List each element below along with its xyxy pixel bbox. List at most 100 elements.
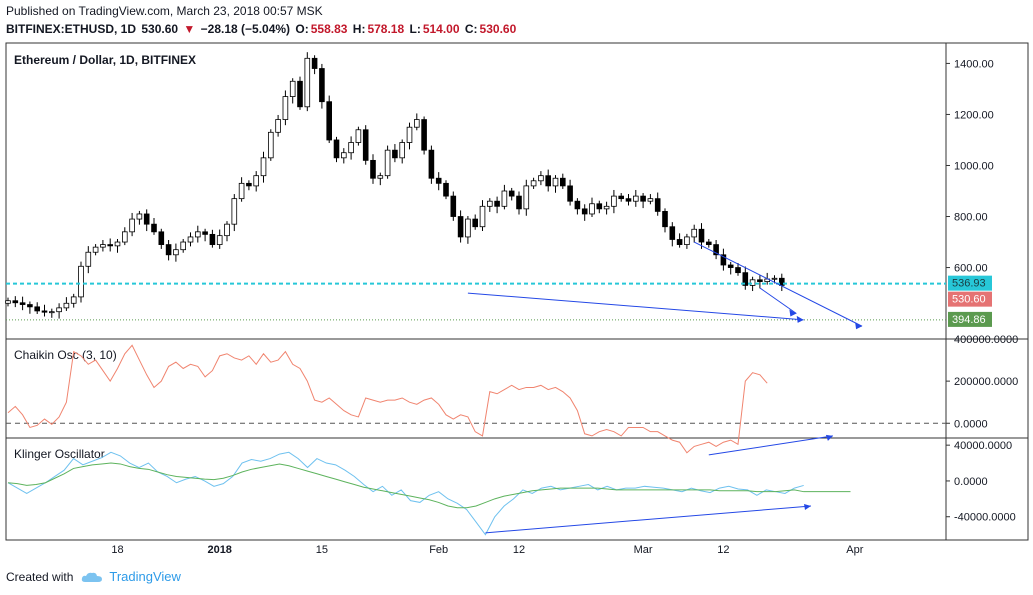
klinger-signal-line: [7, 462, 851, 509]
candle: [122, 231, 128, 243]
chart-frame: [5, 42, 1029, 541]
candle: [304, 57, 311, 108]
candle: [486, 200, 493, 207]
candle: [151, 223, 157, 233]
candle: [443, 182, 449, 197]
candle: [202, 231, 208, 235]
candle: [143, 213, 150, 225]
candle: [691, 228, 697, 238]
candle: [647, 198, 654, 202]
last-price-tag: [948, 291, 992, 307]
candle: [260, 157, 267, 177]
candle: [421, 119, 427, 151]
price-trendline: [693, 241, 863, 327]
support-level-label: 394.86: [952, 314, 986, 326]
support-level-tag: [948, 311, 992, 327]
candle: [633, 195, 639, 202]
candle: [706, 241, 712, 245]
candle: [85, 251, 92, 267]
candle: [757, 279, 763, 282]
candle: [362, 129, 369, 161]
candle: [326, 101, 332, 141]
y-tick-label: 1400.00: [954, 58, 994, 70]
candle: [523, 185, 530, 210]
chart-title: Ethereum / Dollar, 1D, BITFINEX: [14, 53, 196, 67]
klinger-trendline: [485, 505, 812, 534]
candle: [640, 195, 646, 202]
candle: [158, 231, 165, 245]
candle: [406, 126, 413, 143]
candle: [472, 218, 478, 228]
candle: [180, 241, 187, 251]
y-tick-label: 1000.00: [954, 160, 994, 172]
candle: [435, 177, 442, 184]
x-tick-label: 12: [717, 544, 729, 556]
candle: [19, 302, 26, 305]
low-value: 514.00: [422, 22, 460, 36]
candle: [12, 300, 19, 304]
candle: [457, 216, 464, 238]
candle: [392, 149, 398, 159]
ohlc-line: BITFINEX:ETHUSD, 1D 530.60 ▼ −28.18 (−5.…: [6, 22, 518, 36]
candle: [275, 119, 281, 133]
open-label: O:: [295, 22, 309, 36]
candle: [70, 296, 77, 304]
candle: [282, 96, 289, 120]
candle: [618, 195, 624, 200]
tradingview-link[interactable]: TradingView: [109, 569, 181, 584]
candle: [749, 279, 756, 286]
y-tick-label: 600.00: [954, 263, 988, 275]
candle: [676, 239, 683, 245]
candle: [654, 198, 661, 212]
x-tick-label: 18: [111, 544, 123, 556]
chaikin-line: [7, 344, 768, 454]
candle: [238, 182, 245, 200]
candle: [92, 246, 99, 253]
x-tick-label: 12: [513, 544, 525, 556]
candle: [574, 200, 581, 210]
candle: [297, 80, 303, 108]
candle: [567, 185, 573, 202]
candle: [603, 205, 610, 210]
candle: [465, 218, 471, 238]
arrowhead-icon: [825, 434, 833, 441]
candle: [289, 80, 296, 97]
change-value: −28.18 (−5.04%): [200, 22, 291, 36]
candle: [530, 180, 537, 187]
candle: [114, 241, 121, 247]
arrowhead-icon: [789, 309, 797, 317]
candle: [136, 213, 143, 220]
arrowhead-icon: [804, 504, 811, 510]
candle: [253, 175, 260, 187]
candle: [413, 119, 420, 128]
candle: [538, 175, 544, 182]
candle: [107, 244, 114, 247]
candle: [355, 129, 362, 143]
candle: [611, 195, 617, 207]
candle: [194, 231, 201, 238]
candle: [311, 57, 318, 69]
close-value: 530.60: [479, 22, 517, 36]
candle: [377, 175, 384, 179]
candle: [669, 226, 676, 240]
x-tick-label: 15: [316, 544, 328, 556]
candle: [589, 203, 595, 215]
x-tick-label: Mar: [634, 544, 653, 556]
candle: [560, 177, 566, 187]
chart-canvas[interactable]: 18 2018 15 Feb 12 Mar 12 Apr Ethereum / Dollar, …: [0, 40, 1033, 560]
candle: [428, 149, 435, 179]
candle: [684, 236, 690, 245]
candle: [319, 68, 325, 103]
candle: [479, 205, 486, 228]
candle: [333, 139, 340, 159]
candle: [450, 195, 457, 217]
symbol-label: BITFINEX:ETHUSD, 1D: [6, 22, 137, 36]
candle: [742, 272, 749, 286]
y-tick-label: 0.0000: [954, 418, 988, 430]
candle: [246, 182, 252, 187]
candle: [100, 244, 106, 248]
last-price-label: 530.60: [952, 294, 986, 306]
down-arrow-icon: ▼: [183, 22, 196, 36]
close-label: C:: [464, 22, 478, 36]
published-line: Published on TradingView.com, March 23, …: [6, 4, 323, 18]
